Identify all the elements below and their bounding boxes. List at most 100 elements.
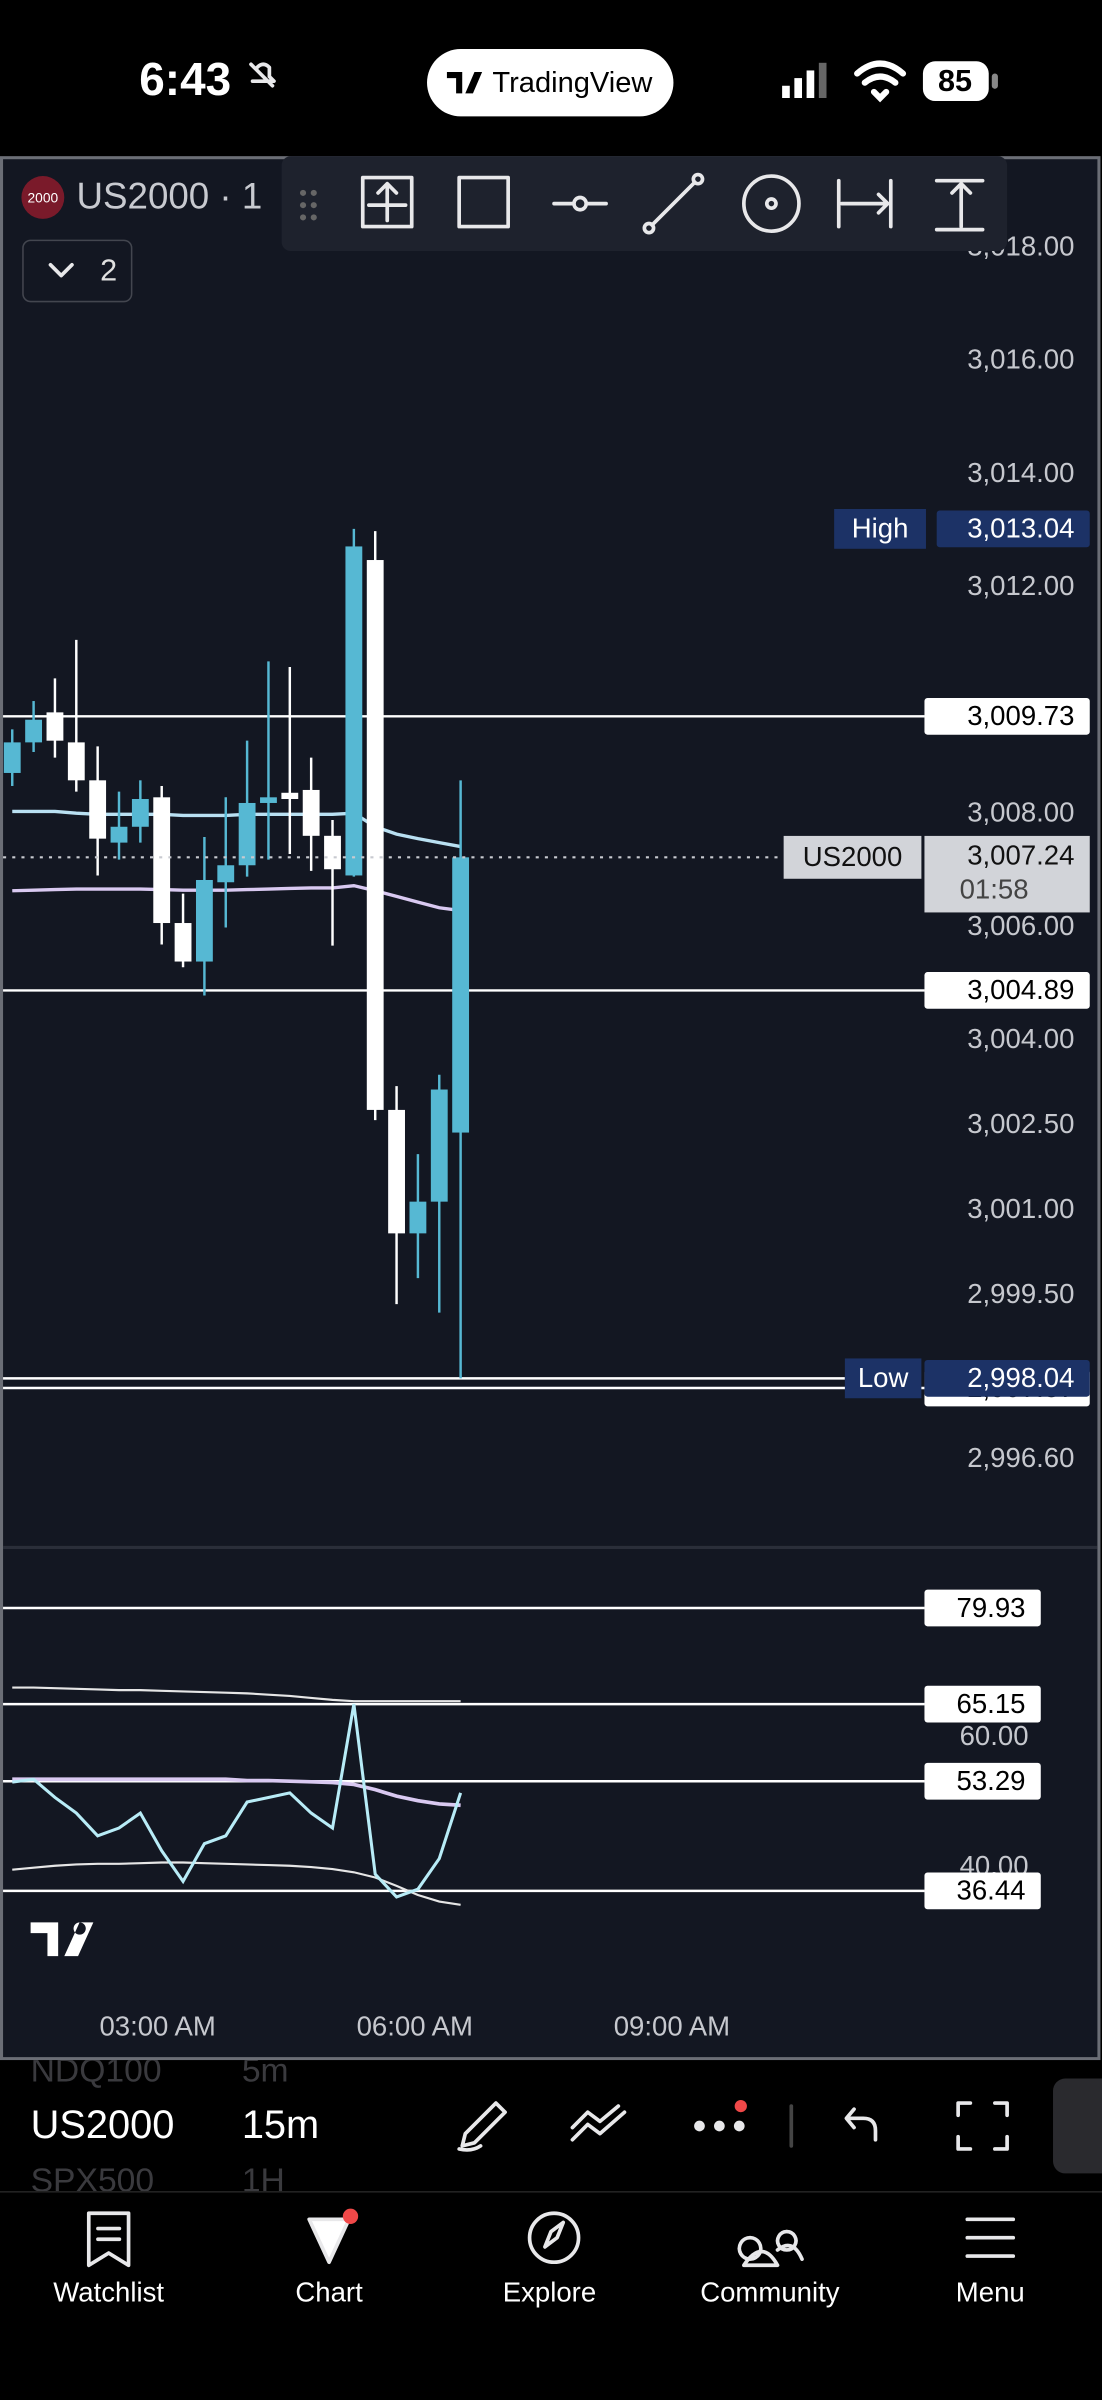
moving-average [12,883,461,913]
symbol-logo [21,176,65,219]
candle-body [345,546,363,876]
x-tick-label: 06:00 AM [357,2010,473,2041]
side-button[interactable] [1053,2078,1102,2174]
watchlist-icon[interactable] [86,2211,131,2268]
interval-option[interactable]: 1H [242,2163,285,2200]
y-tick-label: 3,002.50 [967,1108,1074,1139]
last-price-label: 3,007.24 [967,840,1074,871]
tab-label[interactable]: Chart [295,2277,363,2308]
tab-label[interactable]: Watchlist [53,2277,164,2308]
level-label: 3,004.89 [967,974,1074,1005]
community-icon[interactable] [737,2229,804,2268]
status-time: 6:43 [139,53,231,105]
x-tick-label: 09:00 AM [614,2010,730,2041]
symbol-selector[interactable]: US2000 [31,2103,175,2147]
battery-tip [991,73,998,89]
oscillator-line [12,1703,463,1899]
candle-body [195,879,213,962]
indicator-count: 2 [100,254,117,288]
candle-body [302,789,320,836]
battery [922,61,989,102]
y-tick-label: 60.00 [960,1720,1029,1751]
low-tag-box [844,1358,922,1399]
fullscreen-button[interactable] [956,2101,1009,2151]
high-tag-box [834,508,926,549]
tool-horizontal-ray[interactable] [552,195,608,212]
wifi-icon [854,60,907,103]
moving-average [12,809,461,849]
signal-line [12,1777,461,1808]
low-label: 2,998.04 [967,1362,1074,1393]
symbol-bar [0,2060,1102,2192]
tool-rectangle[interactable] [457,175,510,229]
high-label: 3,013.04 [967,513,1074,544]
countdown: 01:58 [960,873,1029,904]
x-tick-label: 03:00 AM [99,2010,215,2041]
explore-icon[interactable] [527,2211,581,2264]
y-tick-label: 3,008.00 [967,797,1074,828]
candle-body [430,1089,448,1202]
chart-icon[interactable] [307,2217,351,2265]
tab-label[interactable]: Explore [503,2277,596,2308]
candle-body [238,802,256,866]
candle-body [89,780,107,839]
candle-body [46,712,64,741]
candle-body [324,835,341,870]
tool-trendline[interactable] [642,172,705,235]
templates-button[interactable] [570,2104,627,2142]
y-tick-label: 2,996.60 [967,1442,1074,1473]
silent-icon [249,62,276,88]
upper-band [12,1686,461,1703]
indicator-toggle[interactable] [22,239,133,303]
chart-symbol[interactable]: US2000 · 1 [77,176,263,217]
level-box [924,972,1090,1009]
app-pill[interactable] [427,49,674,117]
drag-handle [299,189,317,221]
candle-body [174,923,192,962]
high-tag: High [852,513,909,544]
symbol-tag-box [783,835,922,879]
symbol-option[interactable]: SPX500 [31,2163,154,2200]
draw-button[interactable] [457,2101,507,2152]
tool-date-range[interactable] [836,178,893,229]
y-tick-label: 3,004.00 [967,1023,1074,1054]
menu-icon[interactable] [965,2217,1016,2258]
tab-label[interactable]: Community [700,2277,840,2308]
candle-body [409,1201,427,1234]
app-name: TradingView [492,67,653,99]
tool-long-position[interactable] [360,175,414,229]
interval-option[interactable]: 5m [242,2052,289,2089]
tab-label[interactable]: Menu [956,2277,1025,2308]
low-tag: Low [858,1362,909,1393]
candle-body [452,857,470,1133]
chart-badge [342,2208,359,2224]
battery-level: 85 [938,64,972,98]
osc-level-box [924,1762,1041,1800]
candle-body [67,742,85,781]
tool-circle[interactable] [742,174,801,233]
y-tick-label: 3,014.00 [967,457,1074,488]
y-tick-label: 2,999.50 [967,1278,1074,1309]
candle-body [25,719,43,743]
osc-level-box [924,1685,1041,1723]
symbol-tag: US2000 [803,841,903,872]
last-price-box [924,835,1090,913]
low-box [924,1359,1090,1397]
osc-level-box [924,1589,1041,1627]
undo-button[interactable] [844,2107,878,2142]
candle-body [260,797,277,803]
chart-area[interactable] [0,156,1101,2061]
candle-body [131,799,149,827]
symbol-option[interactable]: NDQ100 [31,2052,162,2089]
more-button[interactable] [694,2099,747,2132]
candle-body [217,865,235,883]
y-tick-label: 3,016.00 [967,344,1074,375]
osc-level-label: 36.44 [957,1875,1026,1906]
tool-price-range[interactable] [934,178,985,232]
candle-body [3,742,21,773]
osc-level-label: 79.93 [957,1592,1026,1623]
y-tick-label: 3,001.00 [967,1193,1074,1224]
interval-selector[interactable]: 15m [242,2103,319,2147]
